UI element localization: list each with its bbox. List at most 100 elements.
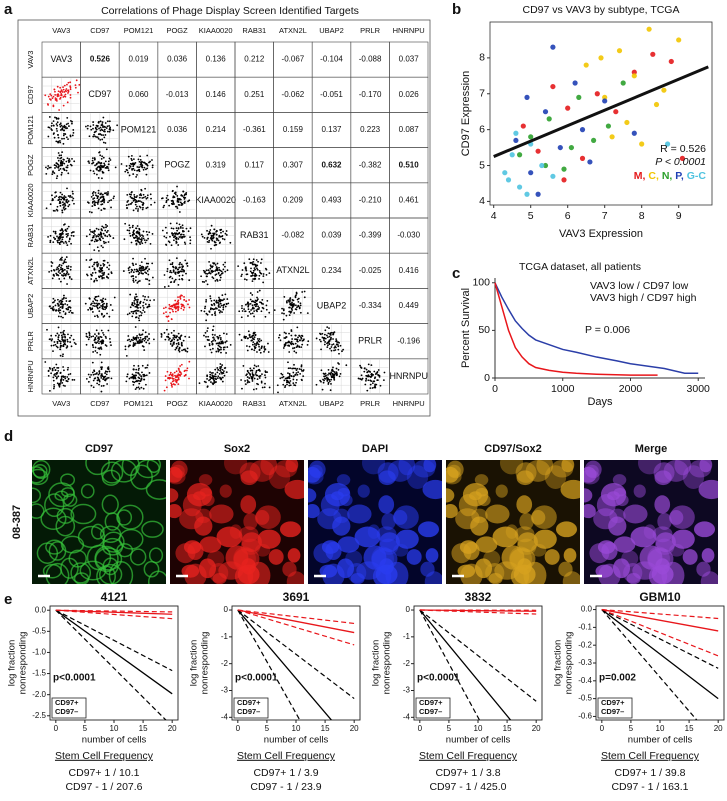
diagonal-label: POM121 — [121, 124, 157, 134]
data-point — [528, 134, 533, 139]
scatter-texture — [89, 336, 91, 338]
cell-texture — [194, 517, 212, 536]
scatter-texture — [100, 377, 102, 379]
scatter-texture — [184, 243, 186, 245]
scatter-texture — [165, 311, 167, 313]
scatter-texture — [64, 203, 66, 205]
scatter-texture — [53, 384, 55, 386]
scatter-texture — [94, 241, 96, 243]
scatter-texture — [262, 275, 264, 277]
scatter-texture — [254, 378, 256, 380]
scatter-texture — [220, 366, 222, 368]
scatter-texture — [358, 378, 360, 380]
scatter-texture — [138, 365, 140, 367]
scatter-texture — [56, 100, 58, 102]
micrograph — [162, 451, 310, 592]
scatter-texture — [146, 299, 148, 301]
scatter-texture — [253, 349, 255, 351]
scatter-texture — [254, 267, 256, 269]
scatter-texture — [292, 304, 294, 306]
scatter-texture — [134, 196, 136, 198]
scatter-texture — [106, 383, 108, 385]
scatter-texture — [254, 343, 256, 345]
scatter-texture — [249, 346, 251, 348]
scatter-texture — [47, 236, 49, 238]
scatter-texture — [103, 233, 105, 235]
scatter-texture — [141, 201, 143, 203]
scatter-texture — [104, 131, 106, 133]
scatter-texture — [247, 315, 249, 317]
scatter-texture — [216, 234, 218, 236]
row-label: RAB31 — [26, 224, 35, 248]
scatter-texture — [172, 203, 174, 205]
correlation-value: -0.196 — [397, 336, 420, 345]
scatter-texture — [175, 311, 177, 313]
scatter-texture — [136, 282, 138, 284]
scatter-texture — [284, 386, 286, 388]
scatter-texture — [302, 335, 304, 337]
scatter-texture — [294, 368, 296, 370]
scatter-texture — [98, 133, 100, 135]
scatter-texture — [173, 307, 175, 309]
scatter-texture — [370, 384, 372, 386]
scatter-texture — [135, 374, 137, 376]
scatter-texture — [326, 380, 328, 382]
data-point — [595, 91, 600, 96]
scatter-texture — [57, 141, 59, 143]
scatter-texture — [178, 236, 180, 238]
scatter-texture — [256, 259, 258, 261]
correlation-value: 0.136 — [206, 55, 227, 64]
scatter-texture — [373, 371, 375, 373]
scatter-texture — [257, 338, 259, 340]
scatter-texture — [135, 293, 137, 295]
scatter-texture — [60, 281, 62, 283]
scatter-texture — [110, 344, 112, 346]
scatter-texture — [70, 335, 72, 337]
scatter-texture — [60, 258, 62, 260]
scatter-texture — [171, 345, 173, 347]
scatter-texture — [327, 342, 329, 344]
scatter-texture — [130, 158, 132, 160]
scatter-texture — [184, 336, 186, 338]
scatter-texture — [101, 348, 103, 350]
scatter-texture — [60, 192, 62, 194]
correlation-value: 0.416 — [399, 266, 420, 275]
diagonal-label: KIAA0020 — [195, 195, 236, 205]
scatter-texture — [65, 300, 67, 302]
scatter-texture — [135, 337, 137, 339]
scatter-texture — [139, 200, 141, 202]
scatter-texture — [367, 376, 369, 378]
scatter-texture — [59, 348, 61, 350]
scatter-texture — [61, 174, 63, 176]
scatter-texture — [69, 204, 71, 206]
scatter-texture — [217, 280, 219, 282]
scatter-texture — [262, 307, 264, 309]
scatter-texture — [294, 374, 296, 376]
scatter-texture — [226, 346, 228, 348]
scatter-texture — [222, 377, 224, 379]
scatter-texture — [101, 267, 103, 269]
scatter-texture — [365, 375, 367, 377]
scatter-texture — [241, 307, 243, 309]
sample-label: 08-387 — [11, 505, 23, 539]
scatter-texture — [207, 283, 209, 285]
scatter-texture — [51, 122, 53, 124]
scatter-texture — [53, 269, 55, 271]
scatter-texture — [65, 233, 67, 235]
scatter-texture — [208, 241, 210, 243]
scatter-texture — [51, 345, 53, 347]
scatter-texture — [87, 336, 89, 338]
scatter-texture — [283, 309, 285, 311]
scatter-texture — [254, 278, 256, 280]
scatter-texture — [64, 199, 66, 201]
scatter-texture — [103, 157, 105, 159]
scatter-texture — [252, 261, 254, 263]
scatter-texture — [286, 380, 288, 382]
correlation-value: -0.163 — [243, 196, 266, 205]
scatter-texture — [63, 341, 65, 343]
scatter-texture — [323, 380, 325, 382]
scatter-texture — [339, 376, 341, 378]
scatter-texture — [296, 379, 298, 381]
scatter-texture — [105, 224, 107, 226]
scatter-texture — [56, 367, 58, 369]
